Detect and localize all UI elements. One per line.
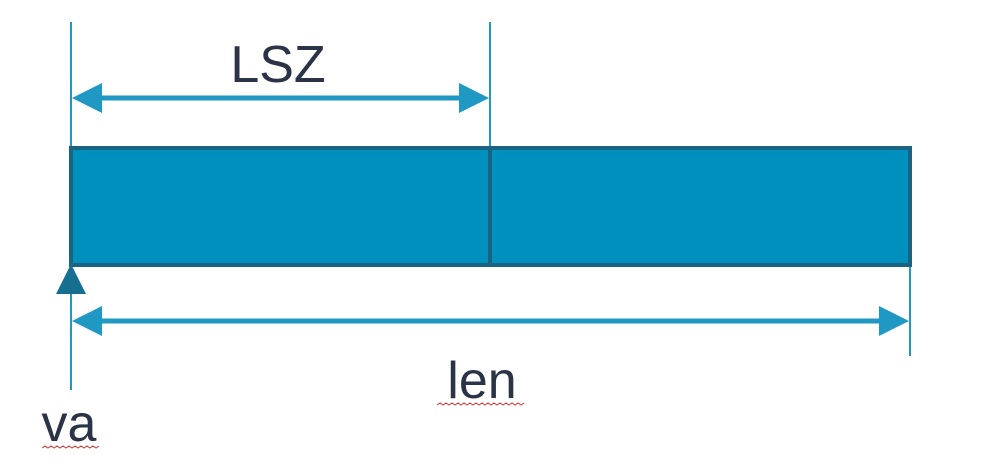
length-label: len bbox=[447, 352, 516, 410]
length-spellcheck-underline bbox=[436, 402, 525, 406]
segment-size-right-arrowhead bbox=[459, 83, 489, 113]
start-address-arrow-icon bbox=[56, 264, 86, 294]
memory-segment-1 bbox=[69, 146, 492, 267]
start-address-spellcheck-underline bbox=[41, 445, 100, 449]
segment-size-left-arrowhead bbox=[72, 83, 102, 113]
length-dimension-arrow bbox=[72, 306, 909, 336]
memory-segment-2 bbox=[488, 146, 912, 267]
segment-size-label: LSZ bbox=[230, 36, 325, 94]
memory-bar bbox=[69, 146, 912, 267]
length-right-arrowhead bbox=[879, 306, 909, 336]
length-left-arrowhead bbox=[72, 306, 102, 336]
segment-size-dimension-arrow bbox=[72, 83, 489, 113]
start-address-label: va bbox=[42, 395, 97, 453]
